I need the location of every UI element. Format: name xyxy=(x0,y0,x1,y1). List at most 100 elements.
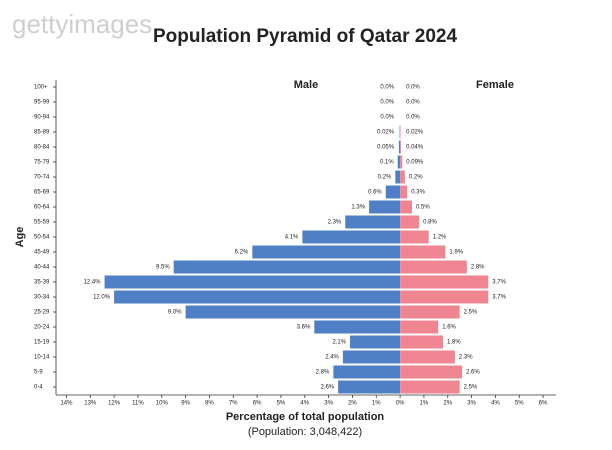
x-tick-label: 13% xyxy=(84,401,97,407)
value-label: 3.6% xyxy=(297,325,311,331)
bar xyxy=(185,305,401,319)
value-label: 0.6% xyxy=(368,190,382,196)
value-label: 2.1% xyxy=(332,340,346,346)
x-tick-label: 1% xyxy=(420,401,429,407)
value-label: 2.5% xyxy=(464,310,478,316)
bar xyxy=(400,350,455,364)
value-label: 0.3% xyxy=(411,190,425,196)
value-label: 4.1% xyxy=(285,235,299,241)
bar xyxy=(350,335,401,349)
y-tick-label: 40-44 xyxy=(34,265,50,271)
x-tick-label: 5% xyxy=(277,401,286,407)
y-tick-label: 0-4 xyxy=(34,385,43,391)
bar xyxy=(400,380,460,394)
x-tick-label: 6% xyxy=(253,401,262,407)
y-axis-label: Age xyxy=(14,227,26,248)
value-label: 0.0% xyxy=(406,85,420,91)
value-label: 0.5% xyxy=(416,205,430,211)
y-tick-label: 95-99 xyxy=(34,100,50,106)
y-tick-label: 55-59 xyxy=(34,220,50,226)
value-label: 6.2% xyxy=(235,250,249,256)
value-label: 9.5% xyxy=(156,265,170,271)
y-tick-label: 80-84 xyxy=(34,145,50,151)
value-label: 0.05% xyxy=(377,145,395,151)
value-label: 12.4% xyxy=(84,280,102,286)
x-tick-label: 0% xyxy=(396,401,405,407)
bar xyxy=(400,140,402,154)
bar xyxy=(400,230,429,244)
y-tick-label: 25-29 xyxy=(34,310,50,316)
value-label: 2.8% xyxy=(471,265,485,271)
value-label: 0.1% xyxy=(380,160,394,166)
value-label: 1.2% xyxy=(433,235,447,241)
value-label: 0.02% xyxy=(377,130,395,136)
x-tick-label: 4% xyxy=(491,401,500,407)
x-tick-label: 9% xyxy=(181,401,190,407)
y-tick-label: 70-74 xyxy=(34,175,50,181)
bar xyxy=(369,200,401,214)
x-tick-label: 4% xyxy=(300,401,309,407)
bar xyxy=(400,275,489,289)
value-label: 2.5% xyxy=(464,385,478,391)
y-tick-label: 50-54 xyxy=(34,235,50,241)
bar xyxy=(302,230,401,244)
x-tick-label: 10% xyxy=(156,401,169,407)
bar xyxy=(400,260,467,274)
watermark: gettyimages xyxy=(12,9,152,39)
x-tick-label: 11% xyxy=(132,401,144,407)
population-note: (Population: 3,048,422) xyxy=(248,426,362,438)
value-label: 2.3% xyxy=(459,355,473,361)
value-label: 12.0% xyxy=(93,295,111,301)
value-label: 0.04% xyxy=(406,145,424,151)
value-label: 1.8% xyxy=(447,340,461,346)
y-tick-label: 100+ xyxy=(34,85,48,91)
bar xyxy=(400,155,403,169)
bar xyxy=(400,215,420,229)
bar xyxy=(252,245,401,259)
bar xyxy=(395,170,401,184)
x-tick-label: 2% xyxy=(443,401,452,407)
bar xyxy=(400,290,489,304)
bar xyxy=(314,320,401,334)
value-label: 2.3% xyxy=(328,220,342,226)
x-tick-label: 3% xyxy=(467,401,476,407)
bar xyxy=(385,185,401,199)
bar xyxy=(104,275,401,289)
value-label: 3.7% xyxy=(492,295,506,301)
bar xyxy=(173,260,401,274)
value-label: 1.9% xyxy=(449,250,463,256)
y-tick-label: 10-14 xyxy=(34,355,50,361)
value-label: 0.0% xyxy=(380,85,394,91)
x-tick-label: 5% xyxy=(515,401,524,407)
bar xyxy=(400,200,413,214)
bar xyxy=(338,380,401,394)
bar xyxy=(342,350,401,364)
bar xyxy=(345,215,401,229)
bar xyxy=(400,335,443,349)
value-label: 1.6% xyxy=(442,325,456,331)
y-tick-label: 15-19 xyxy=(34,340,50,346)
x-tick-label: 1% xyxy=(372,401,381,407)
value-label: 3.7% xyxy=(492,280,506,286)
legend-entry: Male xyxy=(294,79,318,91)
x-tick-label: 14% xyxy=(60,401,73,407)
x-tick-label: 3% xyxy=(324,401,333,407)
bar xyxy=(400,245,446,259)
y-tick-label: 90-94 xyxy=(34,115,50,121)
x-axis-label: Percentage of total population xyxy=(226,411,385,423)
chart-title: Population Pyramid of Qatar 2024 xyxy=(153,26,458,47)
value-label: 0.09% xyxy=(406,160,424,166)
x-tick-label: 8% xyxy=(205,401,214,407)
y-tick-label: 75-79 xyxy=(34,160,50,166)
bar xyxy=(400,185,408,199)
value-label: 2.8% xyxy=(316,370,330,376)
y-tick-label: 30-34 xyxy=(34,295,50,301)
bar xyxy=(397,155,401,169)
bar xyxy=(333,365,401,379)
value-label: 9.0% xyxy=(168,310,182,316)
legend-entry: Female xyxy=(476,79,514,91)
value-label: 0.0% xyxy=(406,115,420,121)
y-tick-label: 5-9 xyxy=(34,370,43,376)
y-tick-label: 20-24 xyxy=(34,325,50,331)
